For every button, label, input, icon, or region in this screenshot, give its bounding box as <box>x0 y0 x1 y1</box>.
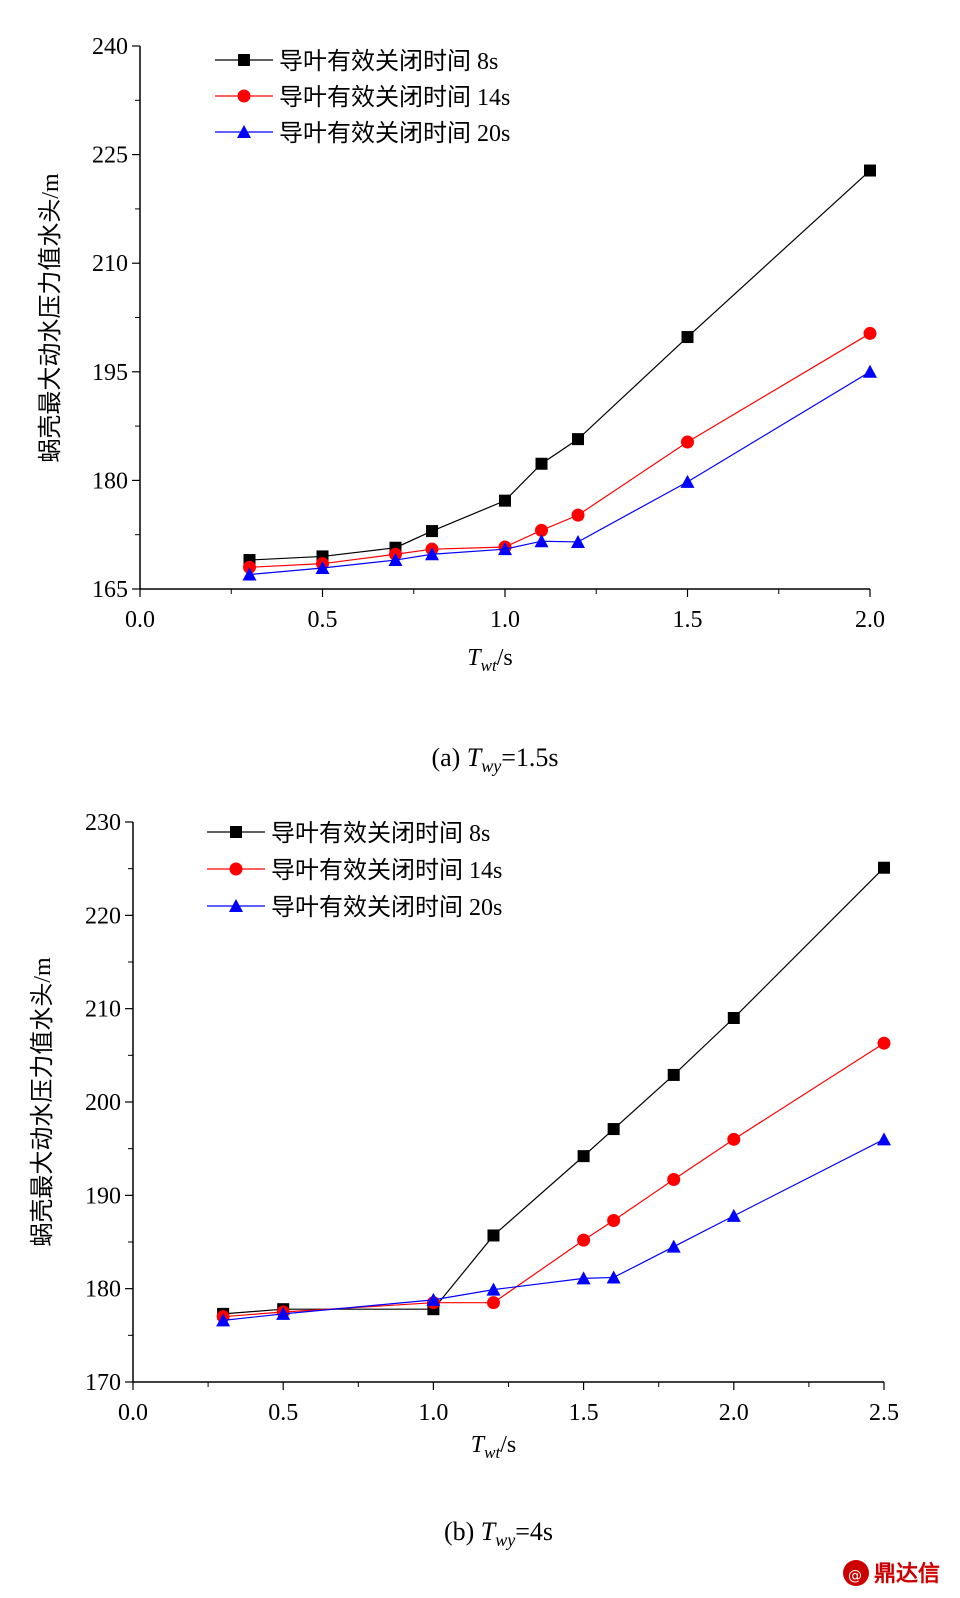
x-tick-label: 1.0 <box>418 1400 448 1426</box>
y-tick-label: 240 <box>92 34 128 60</box>
data-point-1 <box>667 1172 681 1186</box>
panel-caption: (b) Twy=4s <box>444 1517 553 1550</box>
y-tick-label: 190 <box>85 1183 121 1209</box>
series-line-1 <box>223 1042 885 1318</box>
data-point-2 <box>571 534 585 548</box>
watermark-logo-icon <box>843 1560 869 1586</box>
data-point-2 <box>426 1292 441 1306</box>
data-point-1 <box>727 1132 741 1146</box>
watermark-text: 鼎达信 <box>874 1561 940 1587</box>
data-point-0 <box>426 525 438 538</box>
data-point-2 <box>216 1313 231 1327</box>
y-tick-label: 225 <box>92 143 128 169</box>
chart-a: 0.0 0.5 1.0 1.5 2.0 165 180 195 210 225 240 蜗壳最大动水压… <box>37 34 885 776</box>
data-point-2 <box>498 542 512 556</box>
data-point-2 <box>388 553 403 567</box>
legend-label: 导叶有效关闭时间 8s <box>271 820 490 847</box>
y-axis-title: 蜗壳最大动水压力值水头/m <box>29 957 56 1247</box>
legend-label: 导叶有效关闭时间 8s <box>279 48 498 75</box>
x-tick-label: 0.5 <box>308 607 338 633</box>
y-tick-label: 210 <box>92 251 128 277</box>
data-point-1 <box>607 1214 621 1228</box>
chart-b: 0.0 0.5 1.0 1.5 2.0 2.5 170 180 190 200 210 220 230 蜗… <box>29 810 899 1550</box>
data-point-1 <box>486 1296 500 1310</box>
y-tick-label: 230 <box>85 810 121 836</box>
data-point-0 <box>878 861 890 874</box>
y-tick-label: 210 <box>85 997 121 1023</box>
data-point-0 <box>727 1012 740 1024</box>
data-point-2 <box>666 1239 681 1253</box>
data-point-2 <box>242 567 257 581</box>
x-tick-label: 1.0 <box>490 607 520 633</box>
data-point-0 <box>577 1150 590 1163</box>
x-tick-label: 0.5 <box>268 1400 298 1426</box>
data-point-1 <box>863 326 877 340</box>
series-line-2 <box>223 1138 885 1321</box>
data-point-0 <box>499 494 511 507</box>
y-tick-label: 170 <box>85 1370 121 1396</box>
legend-label: 导叶有效关闭时间 20s <box>279 120 510 147</box>
x-tick-label: 1.5 <box>673 607 703 633</box>
data-point-0 <box>681 331 694 344</box>
legend-label: 导叶有效关闭时间 20s <box>271 894 502 921</box>
data-point-2 <box>315 561 330 575</box>
data-point-0 <box>535 457 548 470</box>
series-line-0 <box>223 867 885 1315</box>
data-point-2 <box>606 1270 621 1284</box>
legend-marker <box>237 89 251 103</box>
legend-marker <box>237 125 251 138</box>
legend-label: 导叶有效关闭时间 14s <box>271 857 502 884</box>
data-point-0 <box>607 1123 620 1136</box>
legend-marker <box>238 54 250 66</box>
data-point-2 <box>534 534 549 548</box>
watermark-logo-glyph: @ <box>848 1568 862 1584</box>
data-point-2 <box>726 1208 741 1222</box>
data-point-2 <box>276 1306 291 1320</box>
data-point-2 <box>486 1282 501 1296</box>
data-point-1 <box>535 523 548 537</box>
data-point-0 <box>864 164 876 177</box>
data-point-2 <box>680 474 695 488</box>
x-tick-label: 1.5 <box>569 1400 599 1426</box>
legend-marker <box>230 826 242 838</box>
y-tick-label: 200 <box>85 1090 121 1116</box>
data-point-2 <box>425 547 439 561</box>
x-axis-title: Twt/s <box>471 1432 516 1462</box>
y-tick-label: 180 <box>85 1277 121 1303</box>
legend-marker <box>229 899 243 912</box>
data-point-0 <box>572 433 584 446</box>
x-tick-label: 0.0 <box>118 1400 148 1426</box>
y-tick-label: 180 <box>92 468 128 494</box>
x-tick-label: 2.0 <box>855 607 885 633</box>
panel-caption: (a) Twy=1.5s <box>431 743 558 776</box>
data-point-2 <box>863 364 877 378</box>
x-axis-title: Twt/s <box>467 645 512 675</box>
data-point-0 <box>487 1229 500 1242</box>
x-tick-label: 2.0 <box>719 1400 749 1426</box>
series-line-1 <box>249 332 871 568</box>
data-point-1 <box>681 435 694 449</box>
data-point-2 <box>877 1132 891 1146</box>
x-tick-label: 0.0 <box>125 607 155 633</box>
x-tick-label: 2.5 <box>869 1400 899 1426</box>
y-tick-label: 165 <box>92 577 128 603</box>
watermark: @ 鼎达信 <box>843 1560 940 1587</box>
y-tick-label: 195 <box>92 360 128 386</box>
data-point-1 <box>577 1233 591 1247</box>
data-point-1 <box>877 1036 891 1050</box>
data-point-1 <box>243 560 256 574</box>
data-point-1 <box>571 508 585 522</box>
legend-marker <box>229 862 243 876</box>
series-line-0 <box>249 170 871 561</box>
y-tick-label: 220 <box>85 903 121 929</box>
data-point-0 <box>667 1068 680 1081</box>
data-point-2 <box>576 1271 591 1285</box>
y-axis-title: 蜗壳最大动水压力值水头/m <box>37 173 64 463</box>
legend-label: 导叶有效关闭时间 14s <box>279 84 510 111</box>
series-line-2 <box>249 371 871 576</box>
